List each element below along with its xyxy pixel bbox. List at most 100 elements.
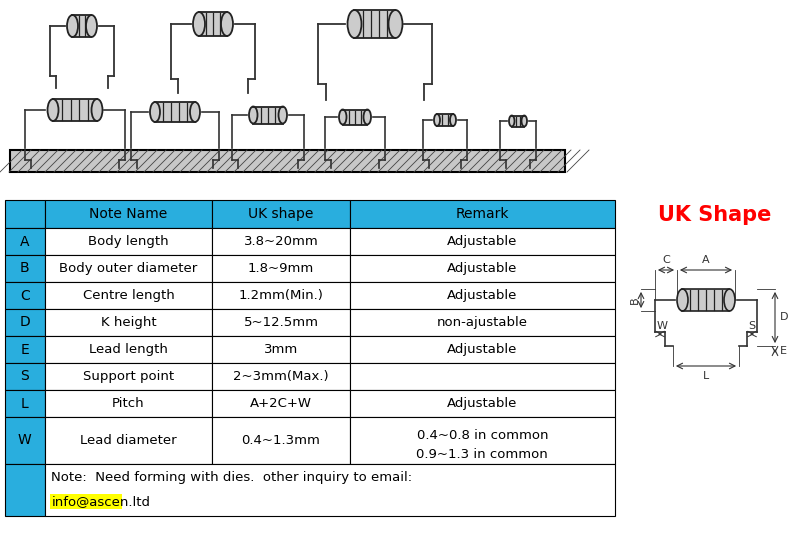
Bar — [253, 106, 283, 124]
Bar — [349, 309, 615, 336]
Text: L: L — [21, 396, 28, 410]
Bar — [354, 10, 396, 38]
Ellipse shape — [249, 106, 257, 124]
Text: Pitch: Pitch — [112, 397, 145, 410]
Ellipse shape — [677, 289, 688, 311]
Bar — [44, 363, 213, 390]
Ellipse shape — [348, 10, 362, 38]
Ellipse shape — [221, 12, 233, 36]
Bar — [349, 417, 615, 464]
Text: 1.2mm(Min.): 1.2mm(Min.) — [239, 289, 324, 302]
Text: Lead length: Lead length — [89, 343, 168, 356]
Ellipse shape — [48, 99, 58, 121]
Text: Adjustable: Adjustable — [447, 235, 518, 248]
Bar — [155, 102, 195, 122]
Bar — [349, 336, 615, 363]
Text: Body length: Body length — [88, 235, 169, 248]
Bar — [349, 390, 615, 417]
Text: Adjustable: Adjustable — [447, 343, 518, 356]
Bar — [349, 228, 615, 255]
Bar — [343, 110, 367, 125]
Bar — [5, 228, 44, 255]
Text: E: E — [20, 342, 29, 356]
Bar — [213, 200, 349, 228]
Bar — [5, 363, 44, 390]
Text: B: B — [630, 296, 640, 304]
Bar — [213, 363, 349, 390]
Text: 1.8~9mm: 1.8~9mm — [248, 262, 314, 275]
Text: K height: K height — [100, 316, 156, 329]
Text: Remark: Remark — [455, 207, 509, 221]
Text: D: D — [780, 313, 789, 322]
Text: Note Name: Note Name — [90, 207, 167, 221]
Ellipse shape — [724, 289, 735, 311]
Bar — [44, 336, 213, 363]
Bar — [437, 114, 453, 126]
Bar — [213, 417, 349, 464]
Bar — [199, 12, 227, 36]
Bar — [53, 99, 97, 121]
Text: 0.4~1.3mm: 0.4~1.3mm — [242, 434, 320, 447]
Bar — [5, 464, 44, 516]
Text: Support point: Support point — [83, 370, 174, 383]
Bar — [5, 417, 44, 464]
Bar — [5, 336, 44, 363]
Bar — [213, 228, 349, 255]
Text: B: B — [20, 261, 30, 275]
Ellipse shape — [388, 10, 403, 38]
Bar — [49, 494, 121, 509]
Bar — [349, 282, 615, 309]
Text: 2~3mm(Max.): 2~3mm(Max.) — [233, 370, 328, 383]
Text: 5~12.5mm: 5~12.5mm — [244, 316, 319, 329]
Ellipse shape — [150, 102, 160, 122]
Text: Adjustable: Adjustable — [447, 397, 518, 410]
Ellipse shape — [450, 114, 456, 126]
Ellipse shape — [339, 110, 346, 125]
Bar — [5, 200, 44, 228]
Text: 3mm: 3mm — [264, 343, 299, 356]
Text: Lead diameter: Lead diameter — [80, 434, 177, 447]
Text: S: S — [20, 369, 29, 383]
Bar — [213, 336, 349, 363]
Bar — [213, 255, 349, 282]
Bar — [44, 255, 213, 282]
Text: Adjustable: Adjustable — [447, 262, 518, 275]
Bar — [73, 15, 91, 37]
Text: 0.9~1.3 in common: 0.9~1.3 in common — [417, 448, 549, 461]
Bar — [44, 309, 213, 336]
Ellipse shape — [91, 99, 103, 121]
Bar — [44, 282, 213, 309]
Bar — [44, 417, 213, 464]
Bar — [5, 255, 44, 282]
Bar — [213, 282, 349, 309]
Bar — [683, 289, 730, 311]
Text: S: S — [748, 321, 755, 331]
Text: W: W — [657, 321, 668, 331]
Text: D: D — [19, 315, 30, 329]
Text: E: E — [780, 346, 787, 356]
Text: Adjustable: Adjustable — [447, 289, 518, 302]
Ellipse shape — [67, 15, 78, 37]
Bar — [5, 309, 44, 336]
Bar — [44, 200, 213, 228]
Bar — [5, 282, 44, 309]
Ellipse shape — [190, 102, 200, 122]
Bar — [5, 390, 44, 417]
Ellipse shape — [193, 12, 205, 36]
Bar — [44, 464, 615, 516]
Text: non-ajustable: non-ajustable — [437, 316, 527, 329]
Bar — [349, 255, 615, 282]
Text: info@ascen.ltd: info@ascen.ltd — [52, 496, 150, 509]
Text: C: C — [662, 255, 670, 265]
Bar — [213, 309, 349, 336]
Ellipse shape — [363, 110, 371, 125]
Text: Centre length: Centre length — [83, 289, 175, 302]
Ellipse shape — [434, 114, 440, 126]
Text: A: A — [20, 234, 30, 248]
Ellipse shape — [86, 15, 97, 37]
Ellipse shape — [509, 116, 515, 126]
Text: Note:  Need forming with dies.  other inquiry to email:: Note: Need forming with dies. other inqu… — [51, 471, 412, 484]
Bar — [44, 228, 213, 255]
Text: C: C — [20, 288, 30, 302]
Text: UK Shape: UK Shape — [659, 205, 772, 225]
